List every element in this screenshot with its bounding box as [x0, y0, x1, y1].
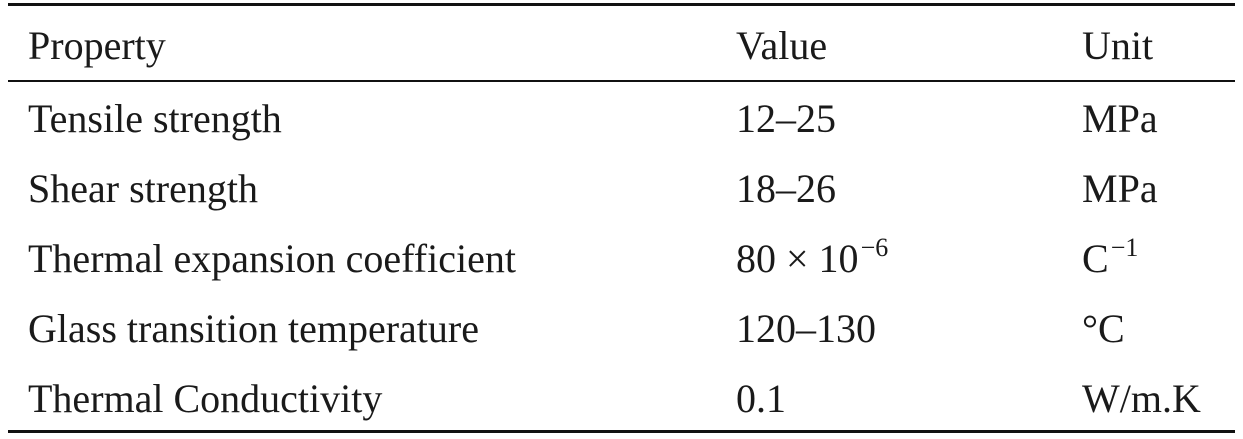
property-cell: Thermal Conductivity [28, 376, 383, 421]
table-row: Glass transition temperature 120–130 °C [0, 294, 1243, 364]
table-header-rule [8, 80, 1235, 82]
property-cell: Shear strength [28, 166, 258, 211]
header-property: Property [28, 23, 166, 68]
unit-cell: MPa [1082, 154, 1160, 229]
unit-text: MPa [1082, 96, 1158, 141]
value-text: 12–25 [736, 96, 836, 141]
value-cell: 80 × 10−6 [736, 224, 888, 299]
unit-cell: MPa [1082, 84, 1160, 159]
table-row: Tensile strength 12–25 MPa [0, 84, 1243, 154]
unit-text: W/m.K [1082, 376, 1201, 421]
property-cell: Thermal expansion coefficient [28, 236, 516, 281]
value-superscript: −6 [860, 233, 889, 262]
unit-cell: °C [1082, 294, 1127, 369]
table-bottom-rule [8, 430, 1235, 433]
value-text: 0.1 [736, 376, 786, 421]
table-header-row: Property Value Unit [0, 11, 1243, 81]
unit-text: C [1082, 236, 1109, 281]
property-cell: Tensile strength [28, 96, 282, 141]
value-cell: 0.1 [736, 364, 788, 439]
unit-cell: W/m.K [1082, 364, 1203, 439]
value-text: 18–26 [736, 166, 836, 211]
table-row: Thermal Conductivity 0.1 W/m.K [0, 364, 1243, 434]
table-row: Thermal expansion coefficient 80 × 10−6 … [0, 224, 1243, 294]
unit-cell: C−1 [1082, 224, 1138, 299]
table-row: Shear strength 18–26 MPa [0, 154, 1243, 224]
value-cell: 120–130 [736, 294, 878, 369]
header-unit: Unit [1082, 23, 1154, 68]
value-cell: 18–26 [736, 154, 838, 229]
value-text: 120–130 [736, 306, 876, 351]
value-text: 80 × 10 [736, 236, 859, 281]
unit-text: MPa [1082, 166, 1158, 211]
unit-text: °C [1082, 306, 1125, 351]
property-cell: Glass transition temperature [28, 306, 479, 351]
value-cell: 12–25 [736, 84, 838, 159]
table-top-rule [8, 3, 1235, 6]
header-value: Value [736, 23, 828, 68]
unit-superscript: −1 [1110, 233, 1139, 262]
